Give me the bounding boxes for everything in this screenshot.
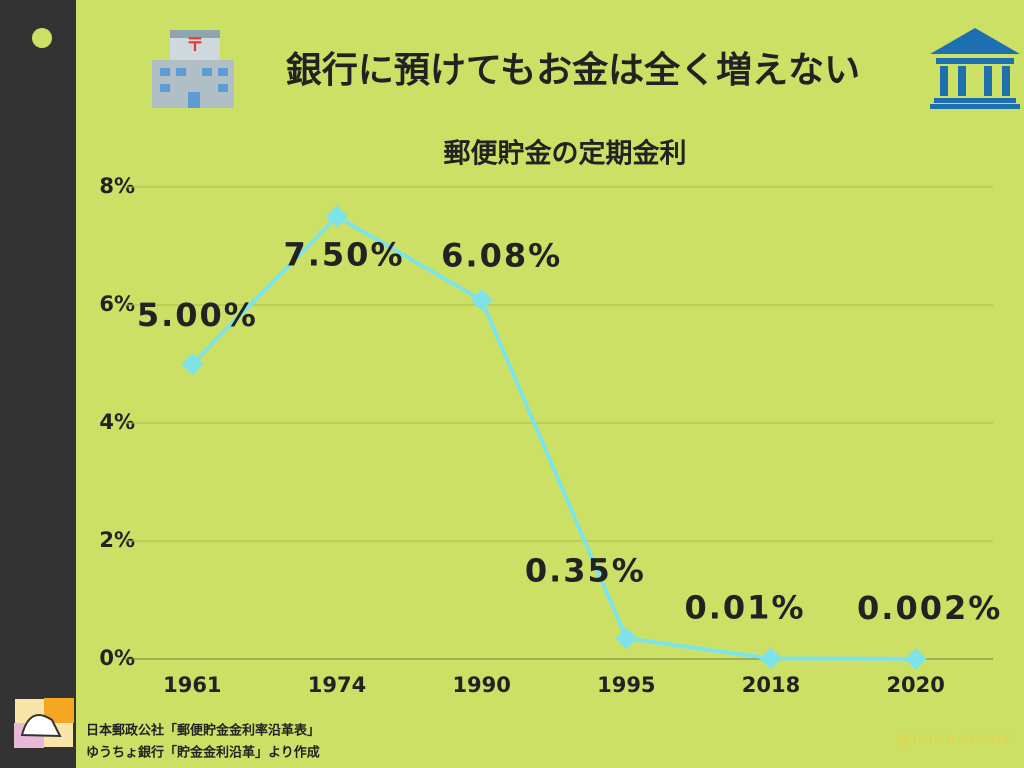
marker <box>326 205 348 228</box>
x-tick-label: 1974 <box>308 673 366 697</box>
line <box>190 213 916 661</box>
data-label: 0.35% <box>525 551 646 589</box>
post-office-icon: 〒 <box>152 30 234 108</box>
source-line: 日本郵政公社「郵便貯金金利率沿革表」 <box>86 723 320 739</box>
data-label: 0.01% <box>684 588 805 626</box>
y-tick-label: 6% <box>99 292 135 316</box>
source-line: ゆうちょ銀行「貯金金利沿革」より作成 <box>86 745 320 761</box>
bank-icon <box>930 28 1020 109</box>
marker <box>760 647 782 670</box>
x-tick-label: 1961 <box>163 673 221 697</box>
marker <box>181 353 204 375</box>
marker <box>904 647 927 670</box>
footer-icon <box>13 697 75 749</box>
marker <box>470 289 493 312</box>
x-tick-label: 2018 <box>742 673 800 697</box>
data-label: 7.50% <box>283 236 404 274</box>
y-tick-label: 4% <box>99 410 135 434</box>
x-tick-label: 2020 <box>886 673 944 697</box>
chart-title: 郵便貯金の定期金利 <box>444 138 687 170</box>
y-tick-label: 2% <box>99 528 135 552</box>
y-tick-label: 8% <box>99 174 135 198</box>
data-label: 5.00% <box>137 296 258 334</box>
sidebar-dot <box>32 28 52 48</box>
svg-text:〒: 〒 <box>186 35 204 56</box>
sidebar <box>0 0 76 768</box>
data-label: 6.08% <box>441 236 562 274</box>
y-tick-label: 0% <box>99 646 135 670</box>
marker <box>615 627 638 650</box>
x-tick-label: 1995 <box>597 673 655 697</box>
data-label: 0.002% <box>857 589 1002 627</box>
headline: 銀行に預けてもお金は全く増えない <box>286 49 860 91</box>
x-tick-label: 1990 <box>452 673 510 697</box>
credit: @uminoxhiro <box>897 732 1016 747</box>
